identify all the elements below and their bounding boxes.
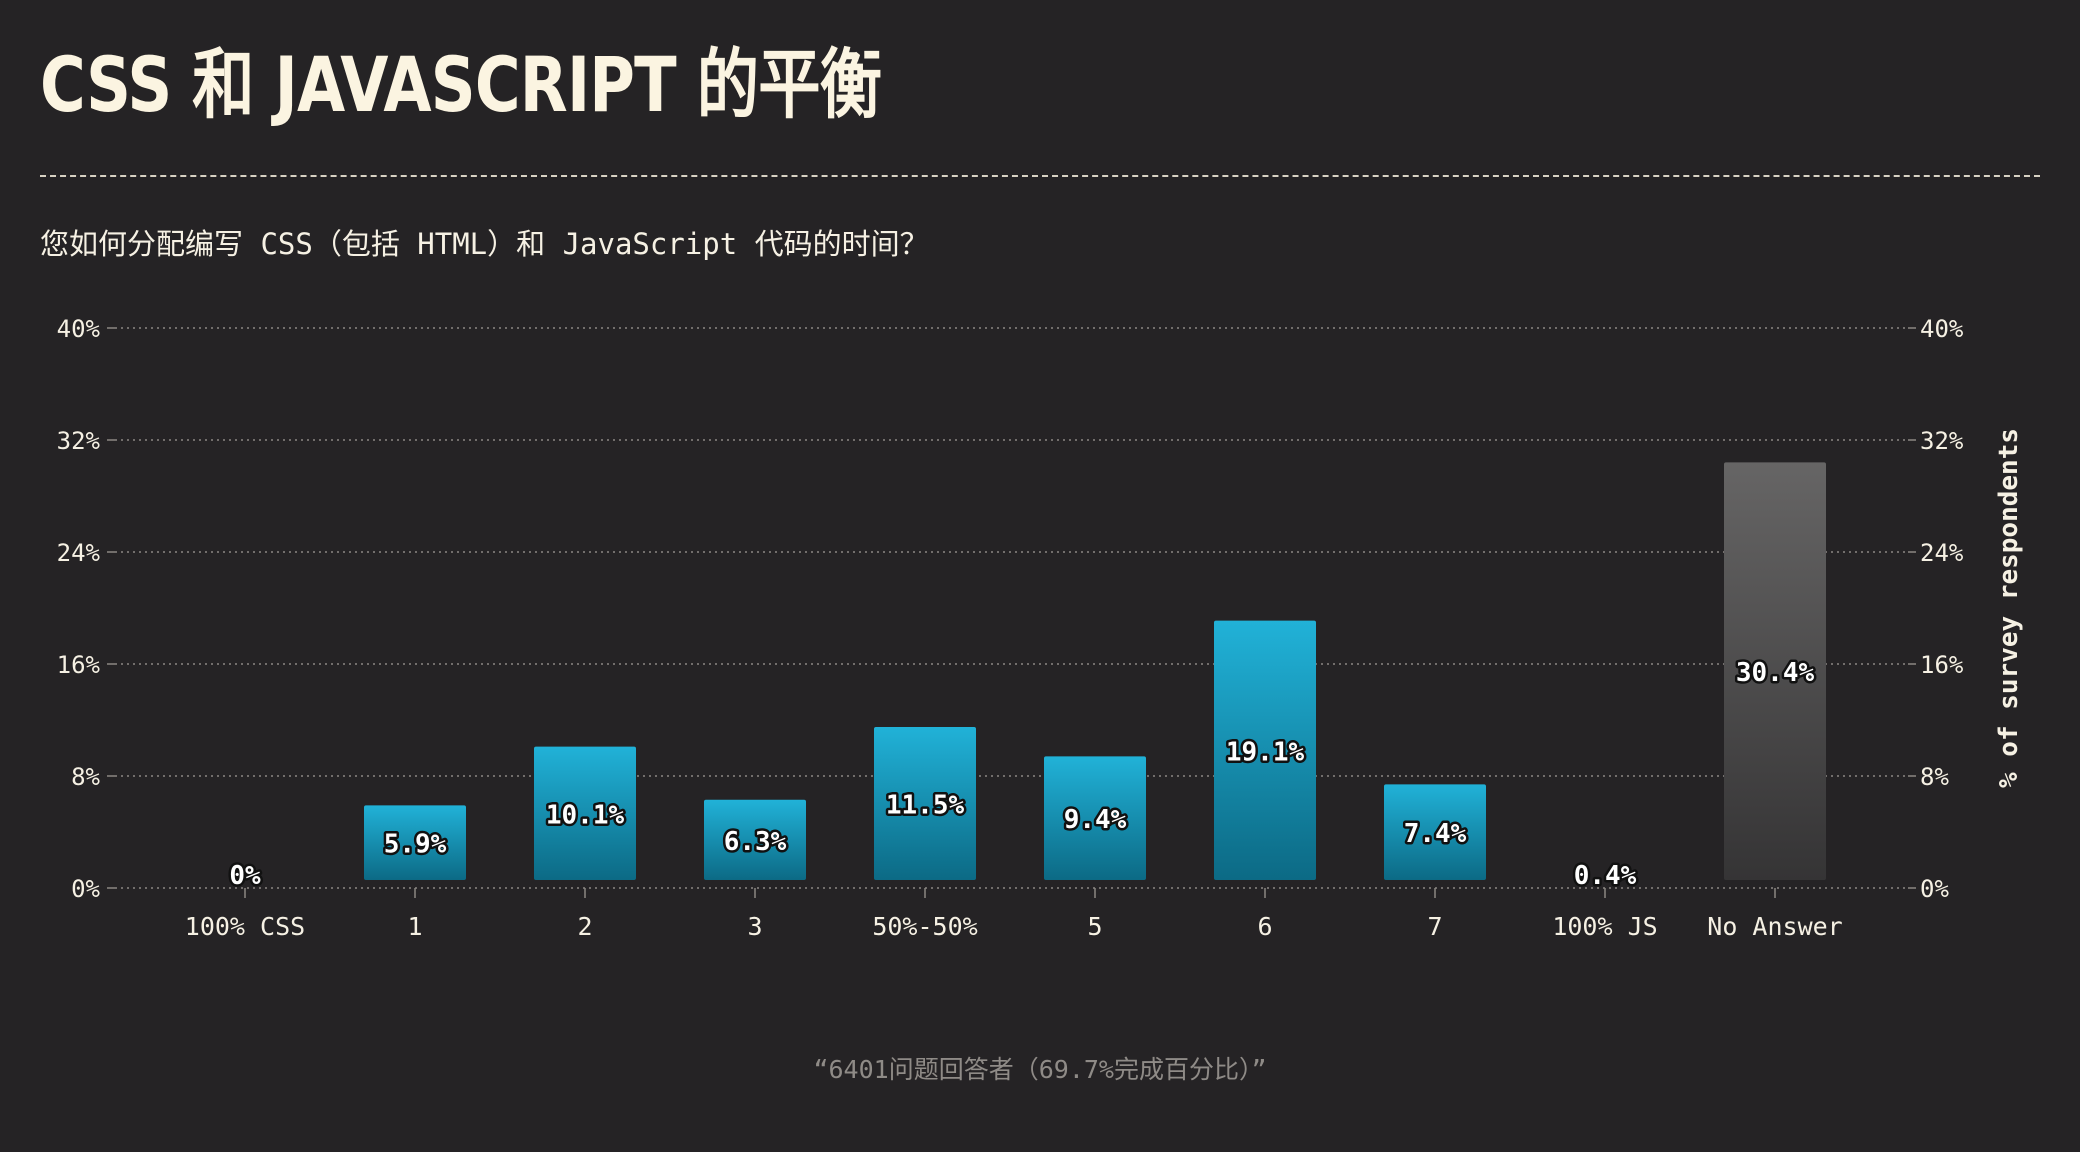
y-tick-label-left: 16%	[57, 651, 101, 679]
value-label: 30.4%	[1736, 658, 1815, 688]
value-label: 0.4%	[1574, 861, 1637, 891]
y-tick-label-right: 24%	[1920, 539, 1964, 567]
value-label: 5.9%	[384, 830, 447, 860]
bar	[1384, 784, 1486, 880]
bar	[1044, 756, 1146, 880]
x-tick-label: 1	[407, 912, 422, 941]
bar	[1214, 620, 1316, 880]
y-axis-title: % of survey respondents	[1994, 428, 2024, 788]
bar	[704, 799, 806, 880]
y-tick-label-left: 32%	[57, 427, 101, 455]
value-label: 19.1%	[1226, 737, 1305, 767]
y-tick-label-left: 24%	[57, 539, 101, 567]
y-tick-label-right: 8%	[1920, 763, 1949, 791]
chart-title: CSS 和 JAVASCRIPT 的平衡	[40, 40, 882, 129]
x-tick-label: 7	[1427, 912, 1442, 941]
y-tick-label-right: 32%	[1920, 427, 1964, 455]
y-tick-label-left: 8%	[71, 763, 100, 791]
value-label: 7.4%	[1404, 819, 1467, 849]
grid-lines	[107, 327, 1916, 898]
y-tick-label-right: 0%	[1920, 875, 1949, 903]
bars	[364, 462, 1826, 880]
x-tick-label: 50%-50%	[872, 912, 977, 941]
x-tick-label: 6	[1257, 912, 1272, 941]
bar	[534, 746, 636, 880]
value-label: 11.5%	[886, 791, 965, 821]
value-label: 9.4%	[1064, 805, 1127, 835]
x-tick-label: 2	[577, 912, 592, 941]
y-tick-label-left: 40%	[57, 315, 101, 343]
bar	[364, 805, 466, 880]
title-divider	[40, 175, 2040, 177]
value-label: 0%	[229, 861, 261, 891]
y-tick-label-right: 16%	[1920, 651, 1964, 679]
y-tick-label-left: 0%	[71, 875, 100, 903]
bar	[1724, 462, 1826, 880]
x-tick-label: 5	[1087, 912, 1102, 941]
x-tick-label: 3	[747, 912, 762, 941]
y-tick-label-right: 40%	[1920, 315, 1964, 343]
value-label: 6.3%	[724, 827, 787, 857]
x-tick-label: No Answer	[1707, 912, 1842, 941]
survey-question: 您如何分配编写 CSS（包括 HTML）和 JavaScript 代码的时间？	[40, 227, 929, 261]
respondent-count-note: “6401问题回答者（69.7%完成百分比）”	[813, 1055, 1267, 1084]
x-tick-label: 100% CSS	[185, 912, 305, 941]
labels: 0% 0% 8% 8% 16% 16% 24% 24% 32% 32% 40% 40% 0% 100% C…	[57, 315, 2024, 941]
x-tick-label: 100% JS	[1552, 912, 1657, 941]
bar	[874, 727, 976, 880]
value-label: 10.1%	[546, 800, 625, 830]
